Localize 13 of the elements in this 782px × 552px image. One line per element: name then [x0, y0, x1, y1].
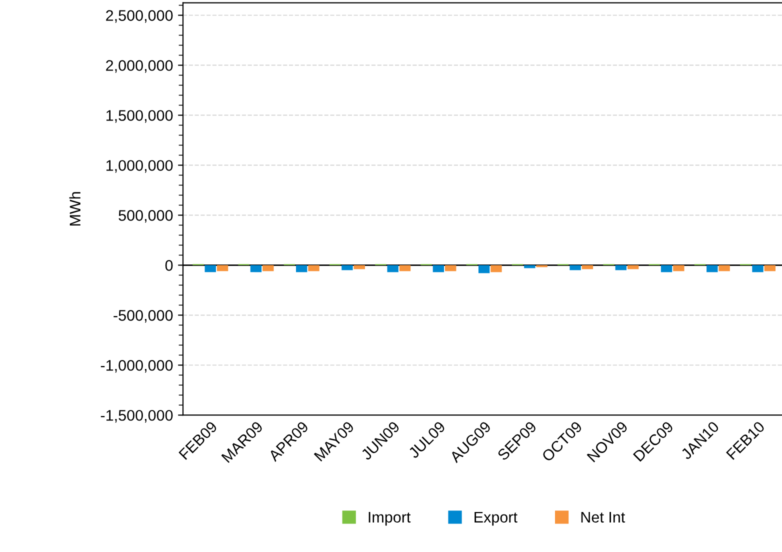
y-tick-label: -500,000 — [114, 310, 173, 323]
legend-label: Import — [368, 512, 411, 526]
legend-label: Net Int — [581, 512, 626, 523]
y-tick-label: 1,500,000 — [106, 110, 173, 123]
y-tick-label: -1,500,000 — [100, 410, 173, 423]
y-axis-title: MWh — [69, 192, 80, 226]
y-tick-label: 2,000,000 — [106, 60, 173, 73]
legend-label: Export — [474, 512, 518, 526]
y-tick-label: 1,000,000 — [106, 160, 173, 173]
y-tick-label: 2,500,000 — [106, 10, 173, 23]
y-tick-label: -1,000,000 — [100, 360, 173, 373]
y-tick-label: 500,000 — [118, 210, 173, 223]
y-tick-label: 0 — [165, 260, 173, 271]
